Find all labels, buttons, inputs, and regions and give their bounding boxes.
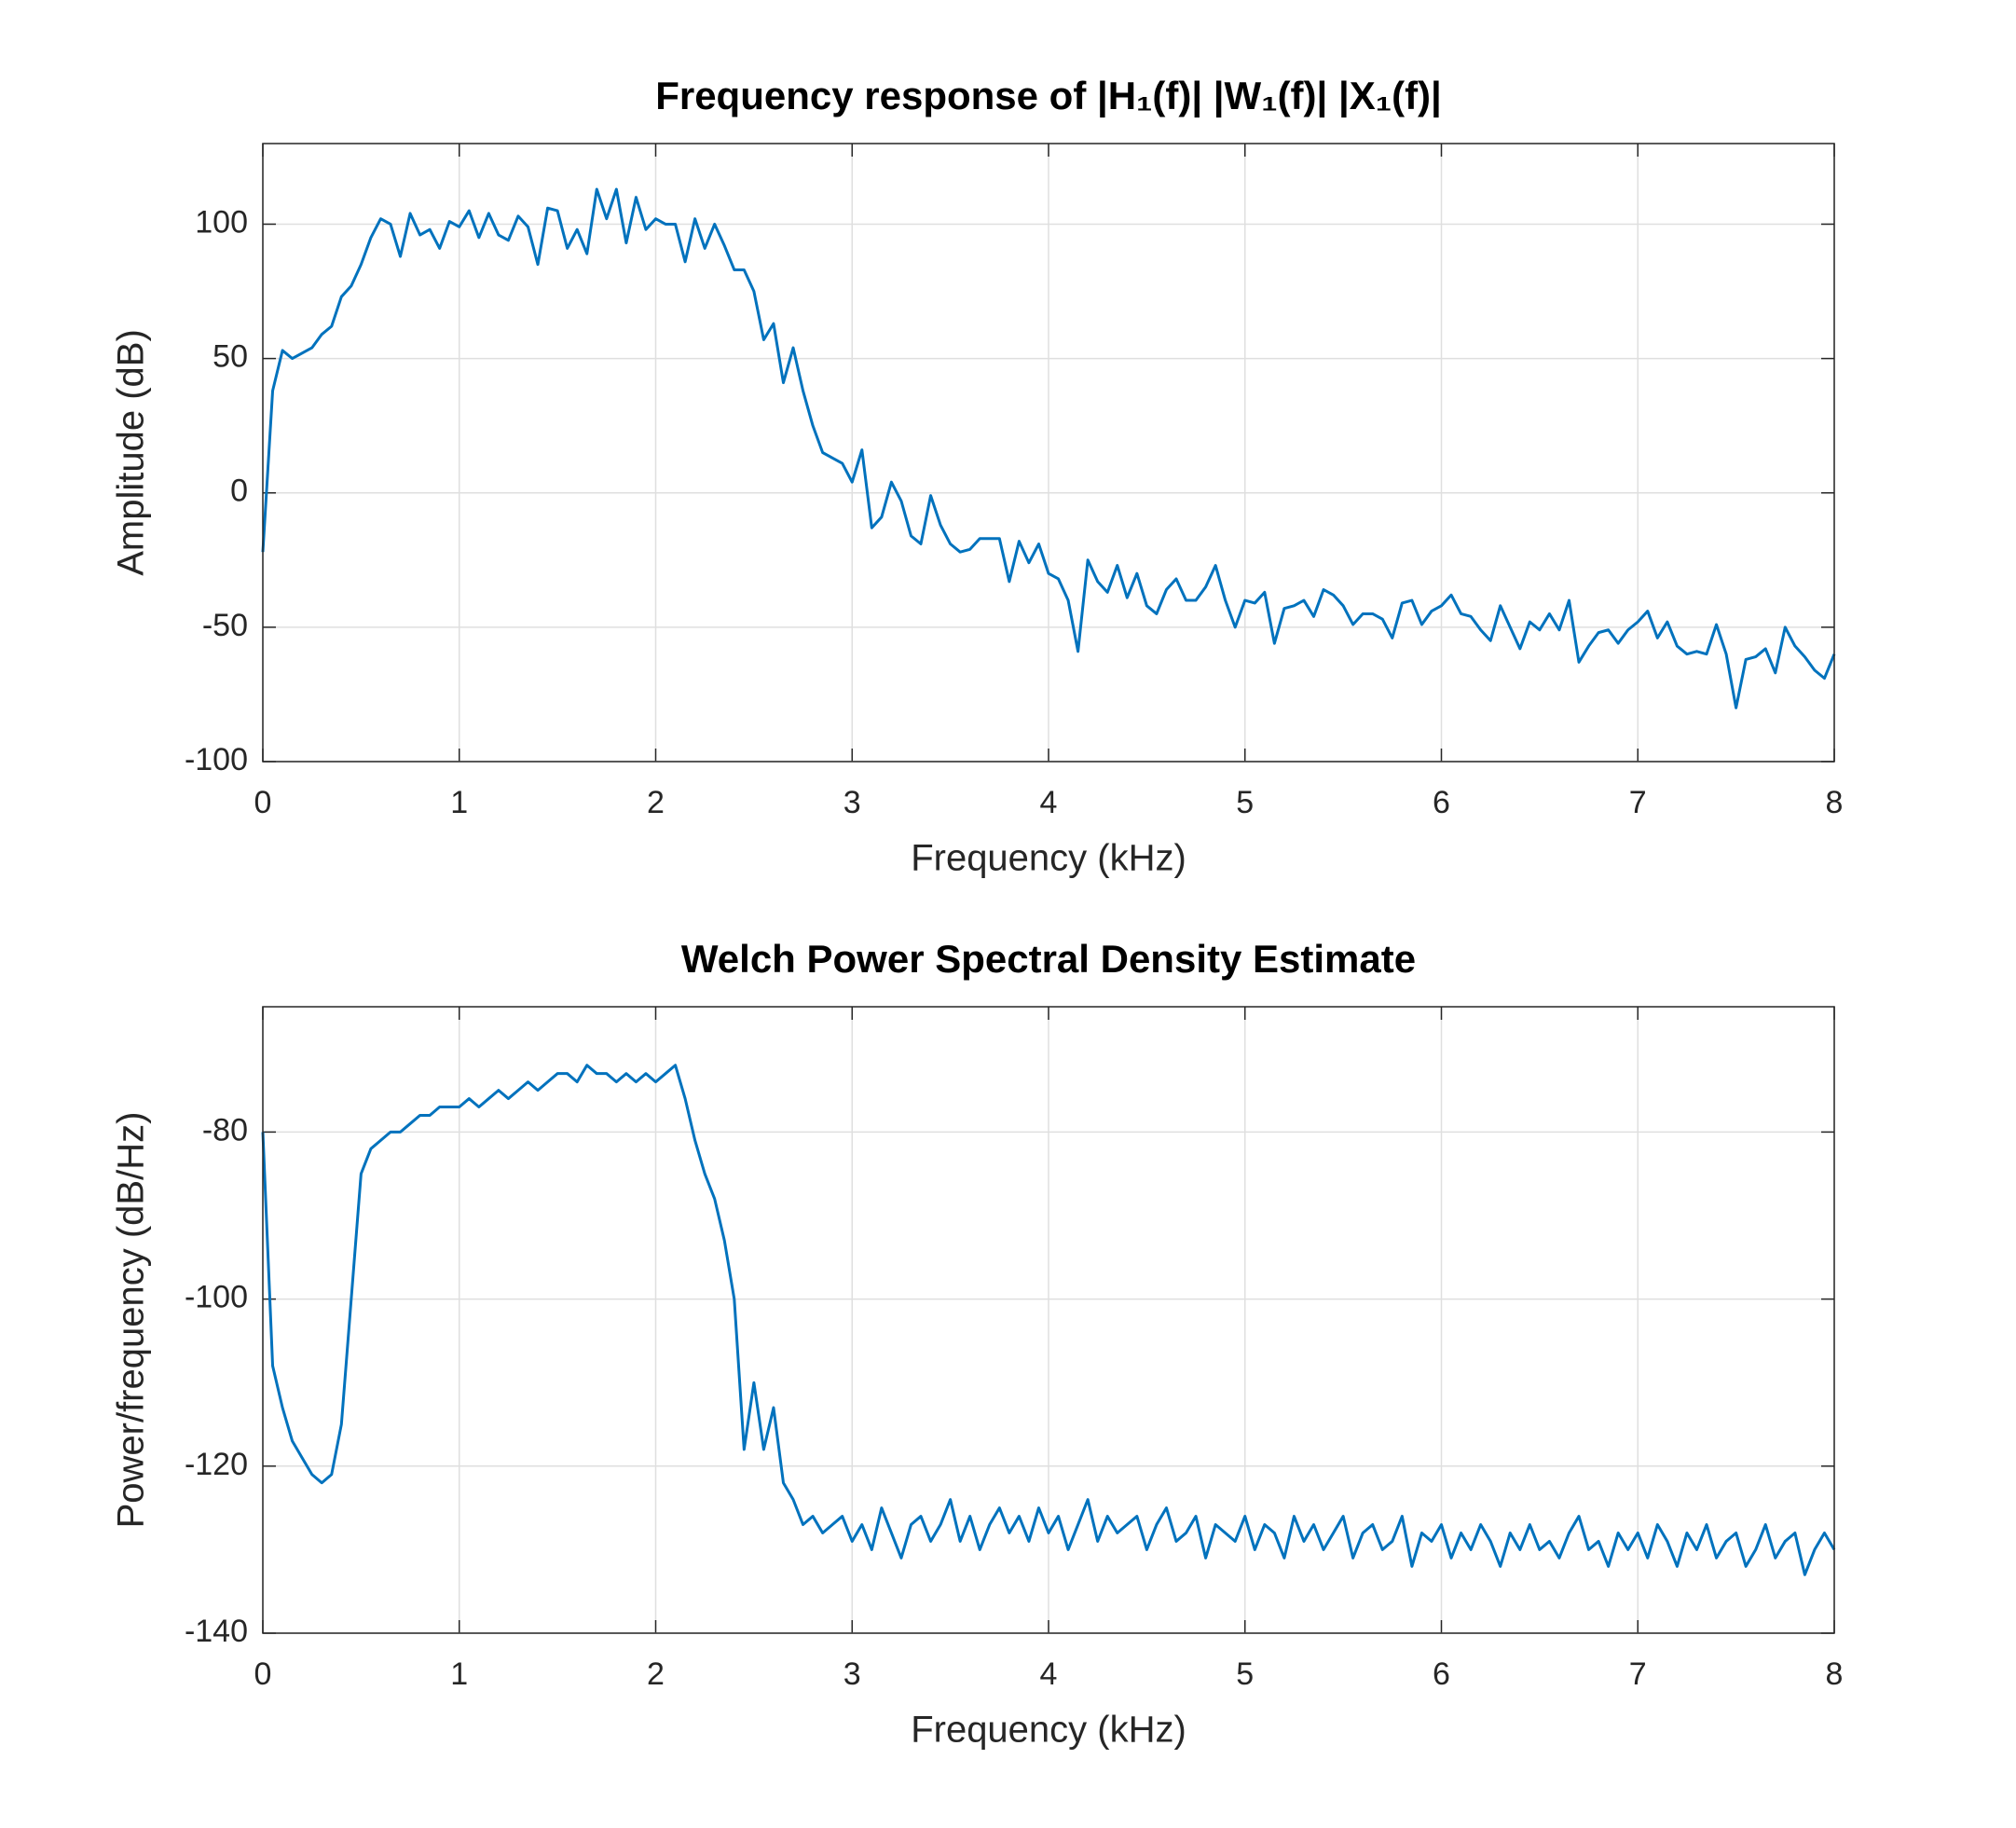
x-tick-label: 4	[1040, 1656, 1058, 1692]
x-tick-label: 2	[647, 1656, 665, 1692]
x-tick-label: 0	[254, 1656, 272, 1692]
y-tick-label: -100	[185, 1280, 248, 1315]
x-tick-label: 8	[1826, 785, 1844, 820]
x-tick-label: 7	[1629, 785, 1647, 820]
x-tick-label: 1	[450, 1656, 468, 1692]
y-tick-label: -120	[185, 1447, 248, 1482]
y-tick-label: -50	[202, 608, 248, 643]
y-tick-label: 50	[213, 339, 248, 375]
data-line	[261, 187, 1836, 709]
y-axis-label: Power/frequency (dB/Hz)	[111, 1112, 152, 1529]
data-line	[261, 1064, 1836, 1576]
y-tick-label: -100	[185, 742, 248, 777]
y-tick-label: -80	[202, 1112, 248, 1148]
x-tick-label: 1	[450, 785, 468, 820]
x-tick-label: 5	[1236, 785, 1254, 820]
axes-box	[262, 143, 1835, 763]
x-tick-label: 4	[1040, 785, 1058, 820]
x-tick-label: 7	[1629, 1656, 1647, 1692]
axes-box	[262, 1006, 1835, 1634]
x-tick-label: 8	[1826, 1656, 1844, 1692]
x-tick-label: 0	[254, 785, 272, 820]
y-tick-label: 100	[195, 204, 248, 240]
x-tick-label: 6	[1433, 785, 1450, 820]
chart-title: Frequency response of |H₁(f)| |W₁(f)| |X…	[655, 74, 1442, 118]
chart-title: Welch Power Spectral Density Estimate	[681, 937, 1416, 981]
y-tick-label: 0	[230, 474, 248, 509]
x-tick-label: 5	[1236, 1656, 1254, 1692]
y-axis-label: Amplitude (dB)	[111, 329, 152, 576]
x-tick-label: 3	[843, 1656, 861, 1692]
x-axis-label: Frequency (kHz)	[911, 838, 1186, 879]
x-tick-label: 6	[1433, 1656, 1450, 1692]
x-tick-label: 2	[647, 785, 665, 820]
y-tick-label: -140	[185, 1614, 248, 1649]
x-tick-label: 3	[843, 785, 861, 820]
x-axis-label: Frequency (kHz)	[911, 1710, 1186, 1751]
